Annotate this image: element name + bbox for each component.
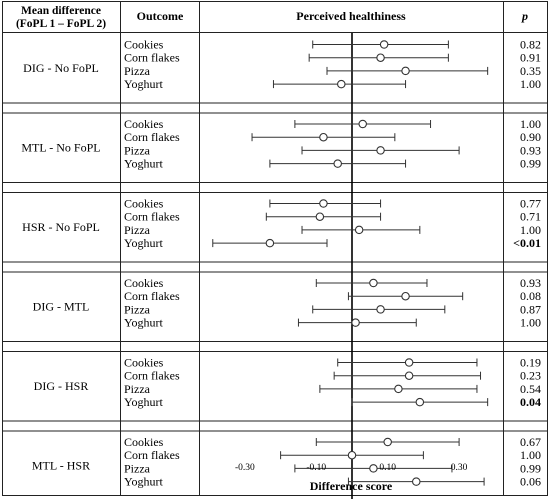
point-estimate (404, 371, 414, 380)
header-comparison-line2: (FoPL 1 – FoPL 2) (16, 18, 106, 30)
point-estimate (401, 66, 410, 76)
group-separator-rules (2, 102, 548, 432)
point-estimate (315, 212, 325, 221)
row-labels: DIG - No FoPL Cookies 0.82 Corn flakes 0.91 P… (21, 38, 541, 489)
point-estimate (415, 397, 425, 407)
outcome-label: Pizza (124, 461, 151, 475)
header-comparison-line1: Mean difference (21, 5, 101, 17)
p-value: 0.67 (520, 435, 541, 449)
p-value: 1.00 (520, 448, 541, 462)
p-value: <0.01 (513, 236, 541, 250)
point-estimate (376, 305, 385, 314)
comparison-label: MTL - No FoPL (21, 140, 100, 154)
x-axis-title: Difference score (310, 479, 393, 493)
point-estimate (319, 132, 328, 142)
p-value: 0.35 (520, 64, 541, 78)
p-value: 0.93 (520, 276, 541, 290)
point-estimate (265, 238, 275, 248)
p-value: 0.99 (520, 157, 541, 171)
p-value: 0.04 (520, 395, 541, 409)
p-value: 0.90 (520, 130, 541, 144)
comparison-label: DIG - No FoPL (23, 61, 99, 75)
comparison-label: DIG - MTL (33, 299, 90, 313)
outcome-label: Corn flakes (124, 448, 180, 462)
p-value: 0.08 (520, 289, 541, 303)
point-estimate (351, 318, 360, 327)
outcome-label: Cookies (124, 38, 164, 52)
outcome-label: Yoghurt (124, 77, 163, 91)
x-tick-label: -0.30 (235, 463, 255, 473)
comparison-label: DIG - HSR (34, 379, 89, 393)
p-value: 0.71 (520, 210, 541, 224)
outcome-label: Yoghurt (124, 236, 163, 250)
x-tick-label: 0.30 (451, 463, 468, 473)
outcome-label: Corn flakes (124, 369, 180, 383)
outcome-label: Corn flakes (124, 130, 180, 144)
p-value: 0.77 (520, 197, 541, 211)
outcome-label: Yoghurt (124, 316, 163, 330)
outcome-label: Cookies (124, 117, 164, 131)
point-estimate (404, 358, 414, 367)
x-tick-label: 0.10 (379, 463, 396, 473)
p-value: 1.00 (520, 223, 541, 237)
header-plot-title: Perceived healthiness (296, 9, 406, 23)
outcome-label: Yoghurt (124, 157, 163, 171)
point-estimate (376, 146, 385, 155)
outcome-label: Yoghurt (124, 395, 163, 409)
p-value: 0.23 (520, 369, 541, 383)
outcome-label: Pizza (124, 143, 151, 157)
comparison-label: MTL - HSR (32, 458, 90, 472)
point-estimate (369, 464, 378, 473)
p-value: 0.19 (520, 356, 541, 370)
x-tick-label: -0.10 (306, 463, 326, 473)
point-estimate (383, 437, 392, 447)
point-estimate (401, 291, 410, 301)
header-outcome: Outcome (137, 9, 184, 23)
outcome-label: Cookies (124, 276, 164, 290)
outcome-label: Pizza (124, 223, 151, 237)
outcome-label: Cookies (124, 435, 164, 449)
point-estimate (354, 225, 364, 235)
point-estimate (394, 384, 403, 394)
x-axis: -0.30 -0.10 0.10 0.30 (235, 463, 468, 473)
outcome-label: Pizza (124, 382, 151, 396)
outcome-label: Pizza (124, 302, 151, 316)
point-estimate (337, 79, 346, 89)
point-estimate (358, 119, 367, 129)
point-estimate (333, 159, 342, 168)
point-estimate (369, 278, 378, 288)
p-value: 0.99 (520, 461, 541, 475)
p-value: 1.00 (520, 77, 541, 91)
p-value: 1.00 (520, 117, 541, 131)
outcome-label: Corn flakes (124, 51, 180, 65)
p-value: 0.93 (520, 143, 541, 157)
point-estimate (412, 477, 421, 486)
p-value: 0.06 (520, 475, 541, 489)
point-estimate (319, 199, 328, 208)
point-estimate (347, 450, 357, 460)
p-value: 0.54 (520, 382, 541, 396)
p-value: 0.91 (520, 51, 541, 65)
outcome-label: Cookies (124, 197, 164, 211)
outcome-label: Corn flakes (124, 210, 180, 224)
p-value: 1.00 (520, 316, 541, 330)
estimate-marks (212, 40, 489, 486)
comparison-label: HSR - No FoPL (22, 220, 100, 234)
p-value: 0.87 (520, 302, 541, 316)
outcome-label: Pizza (124, 64, 151, 78)
point-estimate (379, 40, 389, 49)
outcome-label: Yoghurt (124, 475, 163, 489)
point-estimate (376, 53, 385, 62)
outcome-label: Corn flakes (124, 289, 180, 303)
p-value: 0.82 (520, 38, 541, 52)
table-frame (2, 1, 548, 496)
header-p: p (521, 9, 528, 23)
outcome-label: Cookies (124, 356, 164, 370)
